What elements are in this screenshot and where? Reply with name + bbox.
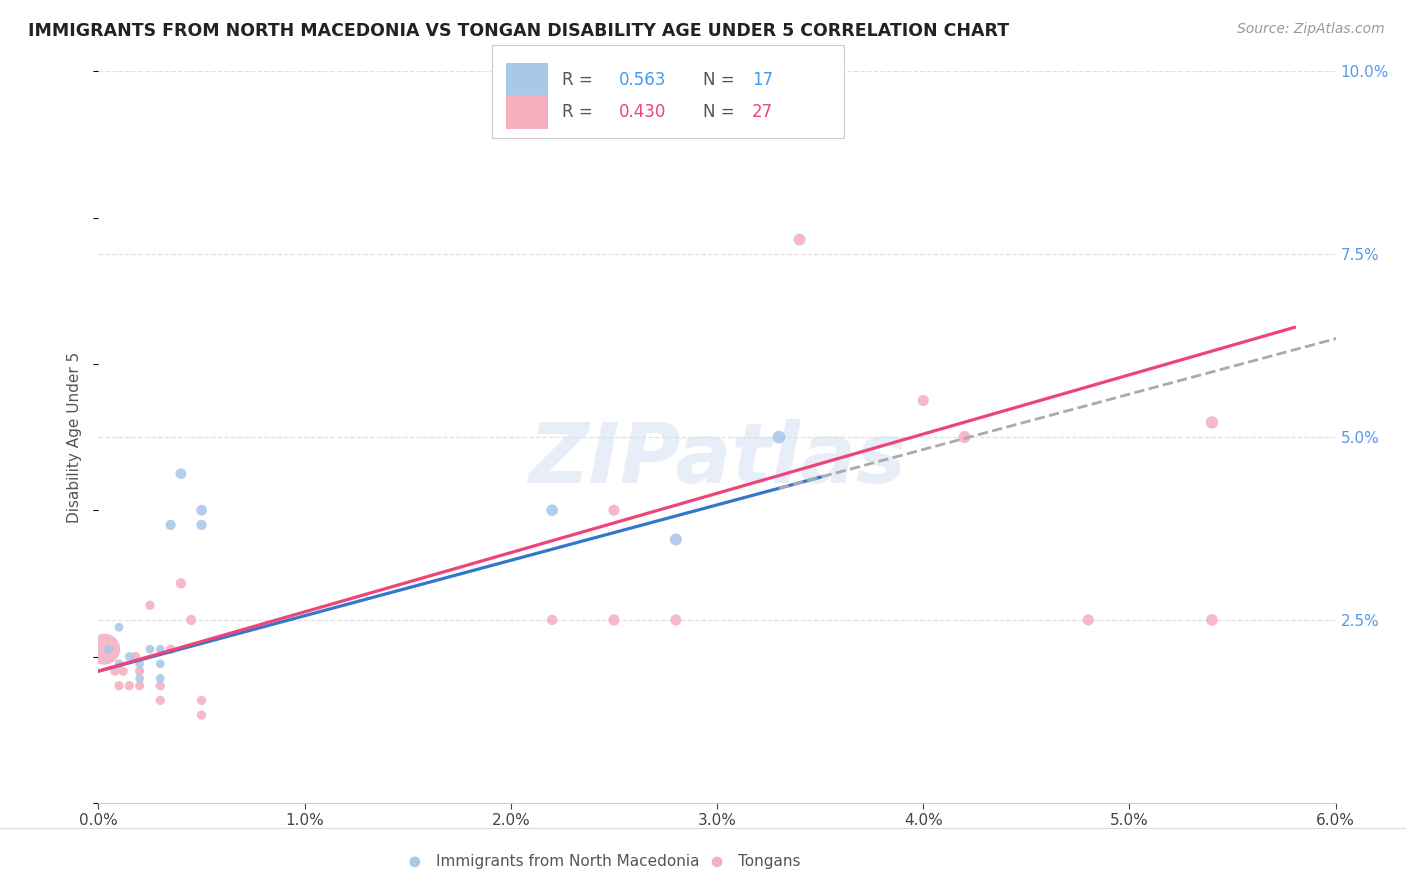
Point (912, 393, 935, 408)
Point (128, 679, 150, 693)
Point (706, 855, 728, 869)
Point (128, 672, 150, 686)
Text: Tongans: Tongans (738, 855, 800, 870)
Point (149, 672, 172, 686)
Point (149, 693, 172, 707)
Point (603, 613, 626, 627)
Text: N =: N = (703, 71, 740, 89)
Point (404, 855, 426, 869)
Point (118, 679, 141, 693)
Text: 27: 27 (752, 103, 773, 121)
Text: 0.563: 0.563 (619, 71, 666, 89)
Point (1077, 613, 1099, 627)
Point (149, 657, 172, 671)
Point (112, 664, 135, 678)
Point (953, 430, 976, 444)
Point (128, 657, 150, 671)
Y-axis label: Disability Age Under 5: Disability Age Under 5 (67, 351, 83, 523)
Point (768, 123, 790, 137)
Point (665, 533, 688, 547)
Point (190, 693, 212, 707)
Point (118, 649, 141, 664)
Point (139, 599, 162, 613)
Text: R =: R = (562, 71, 599, 89)
Point (104, 664, 127, 678)
Bar (506, 95, 548, 129)
Point (93, 642, 115, 657)
Point (159, 642, 181, 657)
Point (97, 642, 120, 657)
Point (1201, 416, 1223, 430)
Point (108, 657, 131, 671)
Point (128, 664, 150, 678)
Text: Source: ZipAtlas.com: Source: ZipAtlas.com (1237, 22, 1385, 37)
Point (149, 642, 172, 657)
Bar (506, 63, 548, 97)
Point (190, 708, 212, 723)
Point (108, 620, 131, 634)
Text: ZIPatlas: ZIPatlas (529, 418, 905, 500)
Text: 17: 17 (752, 71, 773, 89)
Point (541, 503, 564, 517)
Point (1201, 613, 1223, 627)
Text: 0.430: 0.430 (619, 103, 666, 121)
Point (541, 613, 564, 627)
Point (108, 679, 131, 693)
Point (159, 517, 181, 532)
Point (789, 233, 811, 247)
Text: R =: R = (562, 103, 599, 121)
Point (170, 467, 193, 481)
Point (139, 642, 162, 657)
Text: IMMIGRANTS FROM NORTH MACEDONIA VS TONGAN DISABILITY AGE UNDER 5 CORRELATION CHA: IMMIGRANTS FROM NORTH MACEDONIA VS TONGA… (28, 22, 1010, 40)
Text: N =: N = (703, 103, 740, 121)
Point (190, 503, 212, 517)
Point (190, 517, 212, 532)
Text: Immigrants from North Macedonia: Immigrants from North Macedonia (436, 855, 699, 870)
Point (768, 430, 790, 444)
Point (149, 679, 172, 693)
Point (603, 503, 626, 517)
Point (665, 613, 688, 627)
Point (170, 576, 193, 591)
Point (180, 613, 202, 627)
Point (124, 649, 146, 664)
